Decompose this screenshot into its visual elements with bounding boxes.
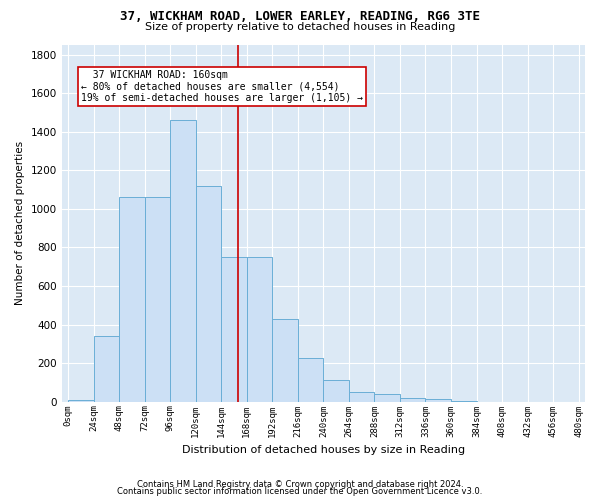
Text: Contains HM Land Registry data © Crown copyright and database right 2024.: Contains HM Land Registry data © Crown c… <box>137 480 463 489</box>
Bar <box>68 400 94 402</box>
Bar <box>374 394 400 402</box>
Bar <box>323 380 349 402</box>
Bar <box>247 257 272 402</box>
Bar <box>425 398 451 402</box>
Bar <box>119 198 145 402</box>
Bar <box>272 318 298 402</box>
Bar <box>221 257 247 402</box>
Bar <box>196 186 221 402</box>
Bar <box>400 398 425 402</box>
X-axis label: Distribution of detached houses by size in Reading: Distribution of detached houses by size … <box>182 445 465 455</box>
Text: 37 WICKHAM ROAD: 160sqm  
← 80% of detached houses are smaller (4,554)
19% of se: 37 WICKHAM ROAD: 160sqm ← 80% of detache… <box>81 70 363 103</box>
Bar <box>94 336 119 402</box>
Bar <box>451 400 476 402</box>
Bar <box>145 198 170 402</box>
Bar <box>170 120 196 402</box>
Text: Size of property relative to detached houses in Reading: Size of property relative to detached ho… <box>145 22 455 32</box>
Bar <box>349 392 374 402</box>
Text: 37, WICKHAM ROAD, LOWER EARLEY, READING, RG6 3TE: 37, WICKHAM ROAD, LOWER EARLEY, READING,… <box>120 10 480 23</box>
Y-axis label: Number of detached properties: Number of detached properties <box>15 142 25 306</box>
Bar <box>298 358 323 402</box>
Text: Contains public sector information licensed under the Open Government Licence v3: Contains public sector information licen… <box>118 488 482 496</box>
